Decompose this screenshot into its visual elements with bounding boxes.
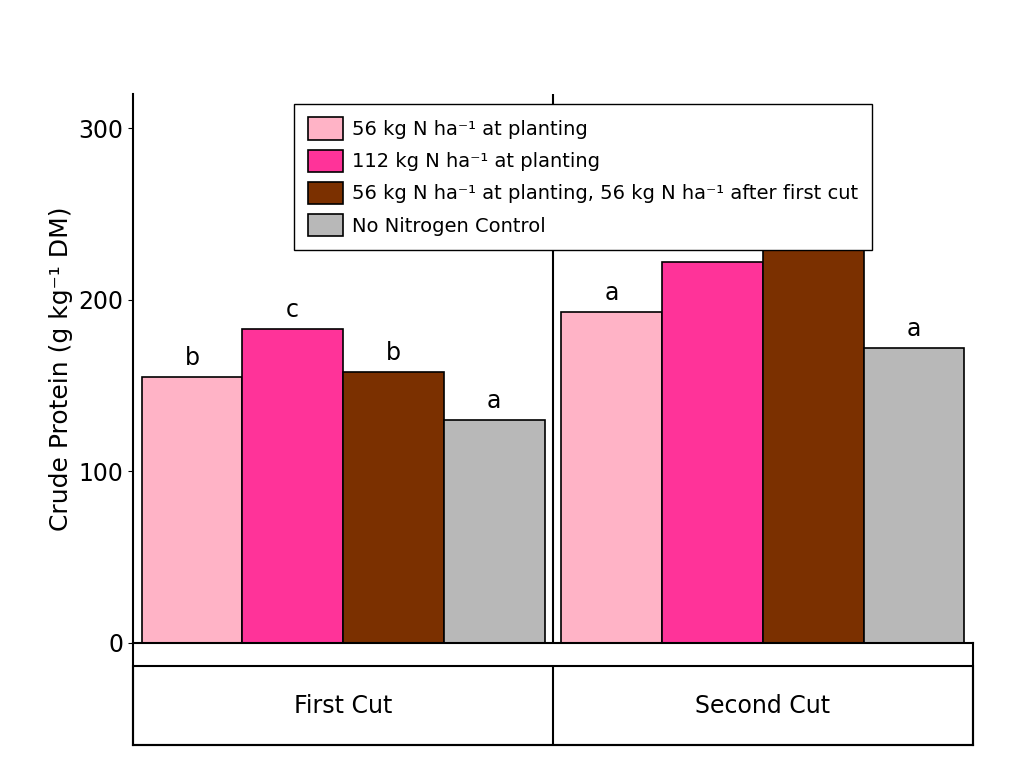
Bar bbox=[663, 262, 763, 643]
FancyBboxPatch shape bbox=[133, 666, 973, 745]
Text: b: b bbox=[705, 231, 720, 256]
Text: a: a bbox=[604, 281, 618, 305]
Text: a: a bbox=[487, 389, 502, 413]
Text: First Cut: First Cut bbox=[294, 694, 392, 717]
Bar bbox=[343, 372, 443, 643]
Bar bbox=[243, 329, 343, 643]
Text: b: b bbox=[386, 341, 401, 365]
Text: a: a bbox=[907, 317, 922, 341]
Text: b: b bbox=[184, 347, 200, 370]
Bar bbox=[561, 312, 663, 643]
Legend: 56 kg N ha⁻¹ at planting, 112 kg N ha⁻¹ at planting, 56 kg N ha⁻¹ at planting, 5: 56 kg N ha⁻¹ at planting, 112 kg N ha⁻¹ … bbox=[294, 103, 872, 250]
Bar bbox=[141, 377, 243, 643]
Bar bbox=[863, 348, 965, 643]
Bar bbox=[443, 420, 545, 643]
Bar bbox=[763, 234, 863, 643]
Text: Second Cut: Second Cut bbox=[695, 694, 830, 717]
Y-axis label: Crude Protein (g kg⁻¹ DM): Crude Protein (g kg⁻¹ DM) bbox=[49, 206, 73, 531]
Text: c: c bbox=[286, 298, 299, 322]
Text: b: b bbox=[806, 204, 821, 228]
